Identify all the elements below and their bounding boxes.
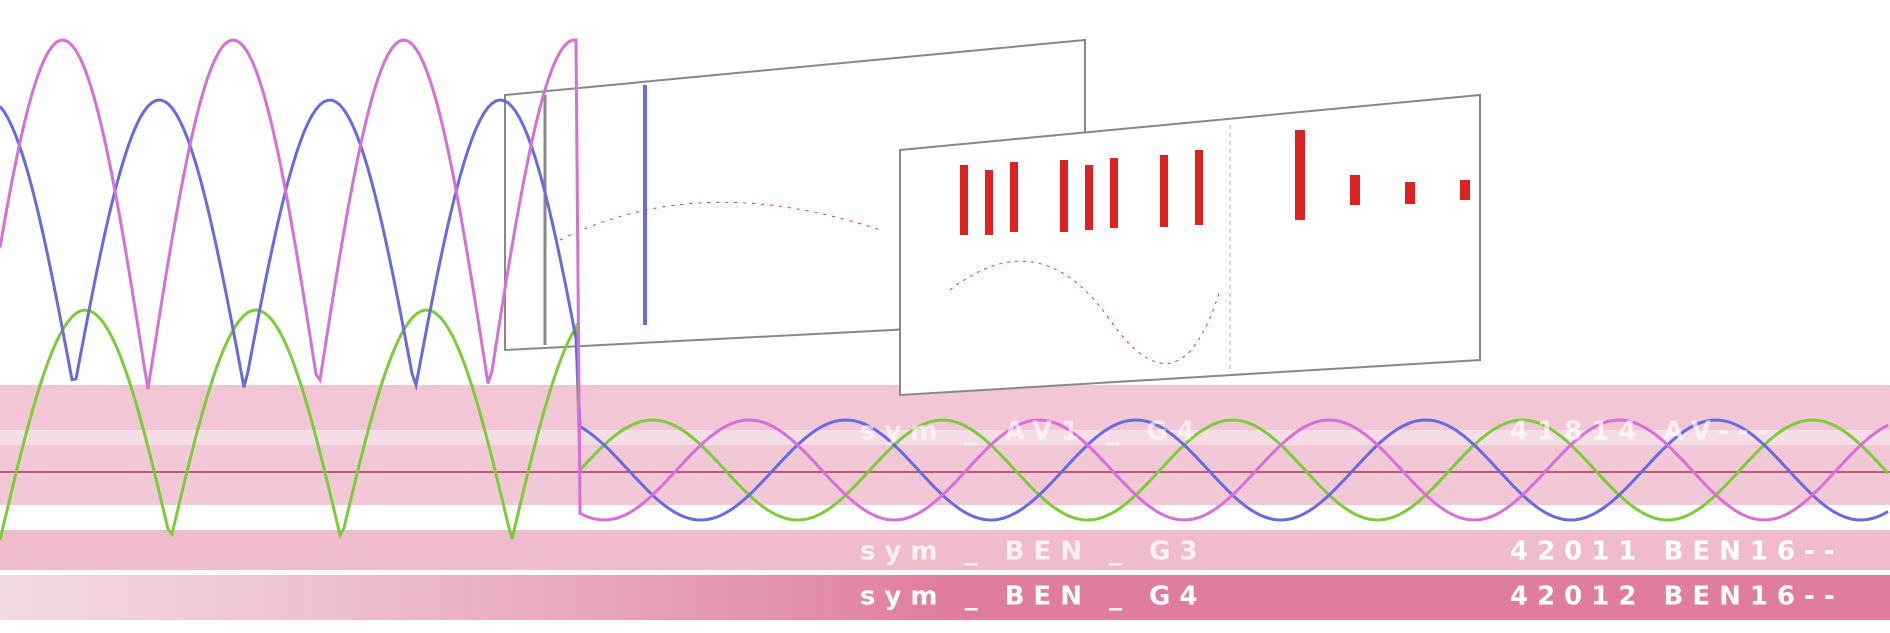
band xyxy=(0,575,1890,620)
wave xyxy=(0,98,1889,522)
panel xyxy=(899,93,1481,397)
wave xyxy=(0,308,1890,541)
code-label: 42012 BEN16-- xyxy=(1510,582,1844,612)
label-group: sym _ AV1 _ G4 sym _ BEN _ G3 sym _ BEN … xyxy=(860,417,1844,612)
band xyxy=(0,530,1890,570)
code-label: 42011 BEN16-- xyxy=(1510,537,1844,567)
wave xyxy=(0,38,1889,522)
code-label: 41814 AV--- xyxy=(1510,417,1777,447)
band-label: sym _ BEN _ G4 xyxy=(860,582,1207,612)
band-label: sym _ BEN _ G3 xyxy=(860,537,1207,567)
band-label: sym _ AV1 _ G4 xyxy=(860,417,1204,447)
band xyxy=(0,445,1890,505)
